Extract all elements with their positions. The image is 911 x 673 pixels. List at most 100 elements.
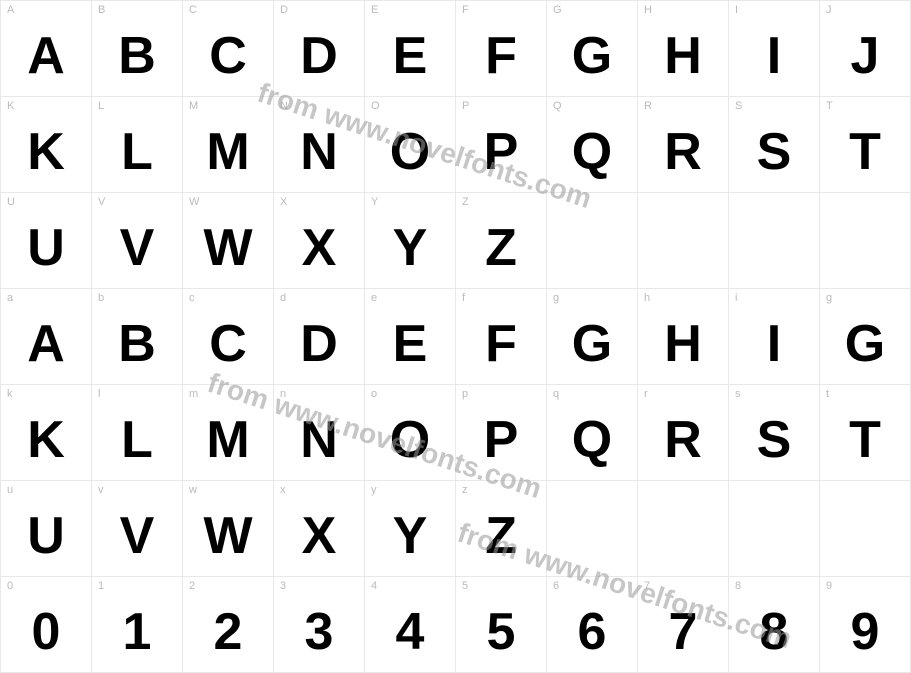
glyph: L [121,126,153,178]
glyph: U [27,510,65,562]
glyph-wrap: Z [456,481,546,576]
charmap-cell: gG [820,289,911,385]
charmap-cell: 33 [274,577,365,673]
glyph: V [120,510,155,562]
glyph-wrap: S [729,97,819,192]
glyph-wrap [729,481,819,576]
charmap-cell: BB [92,1,183,97]
glyph-wrap: P [456,97,546,192]
glyph: I [767,318,781,370]
cell-key-label: Y [371,196,378,208]
glyph: I [767,30,781,82]
charmap-cell: iI [729,289,820,385]
charmap-cell [638,481,729,577]
cell-key-label: X [280,196,287,208]
glyph-wrap: 7 [638,577,728,672]
charmap-cell: xX [274,481,365,577]
glyph-wrap: 0 [1,577,91,672]
glyph: M [206,414,249,466]
character-map-grid: AABBCCDDEEFFGGHHIIJJKKLLMMNNOOPPQQRRSSTT… [0,0,911,673]
cell-key-label: z [462,484,468,496]
glyph-wrap: G [547,289,637,384]
glyph: H [664,30,702,82]
glyph-wrap: L [92,97,182,192]
cell-key-label: c [189,292,195,304]
glyph-wrap [638,193,728,288]
charmap-cell [729,481,820,577]
glyph-wrap: X [274,481,364,576]
glyph-wrap: D [274,289,364,384]
cell-key-label: f [462,292,465,304]
charmap-cell: LL [92,97,183,193]
glyph: Y [393,222,428,274]
charmap-cell: aA [1,289,92,385]
charmap-cell: QQ [547,97,638,193]
glyph: E [393,318,428,370]
charmap-cell: RR [638,97,729,193]
charmap-cell: fF [456,289,547,385]
glyph: T [849,126,881,178]
cell-key-label: i [735,292,737,304]
glyph: O [390,414,430,466]
charmap-cell: 77 [638,577,729,673]
glyph: V [120,222,155,274]
glyph: Q [572,126,612,178]
charmap-cell: DD [274,1,365,97]
charmap-cell: 22 [183,577,274,673]
glyph: X [302,222,337,274]
cell-key-label: s [735,388,741,400]
glyph: E [393,30,428,82]
glyph: 2 [214,606,243,658]
glyph: C [209,30,247,82]
cell-key-label: u [7,484,13,496]
glyph: 4 [396,606,425,658]
charmap-cell: 55 [456,577,547,673]
glyph: G [572,30,612,82]
cell-key-label: Q [553,100,562,112]
cell-key-label: g [826,292,832,304]
cell-key-label: o [371,388,377,400]
charmap-cell: PP [456,97,547,193]
glyph-wrap: J [820,1,910,96]
glyph-wrap: G [820,289,910,384]
glyph: K [27,414,65,466]
glyph: S [757,414,792,466]
charmap-cell: HH [638,1,729,97]
glyph: 9 [851,606,880,658]
glyph-wrap: O [365,385,455,480]
charmap-cell: mM [183,385,274,481]
glyph: A [27,30,65,82]
charmap-cell: 11 [92,577,183,673]
cell-key-label: x [280,484,286,496]
cell-key-label: 3 [280,580,286,592]
cell-key-label: 9 [826,580,832,592]
glyph: J [851,30,880,82]
glyph-wrap: I [729,1,819,96]
charmap-cell: 44 [365,577,456,673]
charmap-cell: qQ [547,385,638,481]
cell-key-label: J [826,4,832,16]
cell-key-label: G [553,4,562,16]
glyph: S [757,126,792,178]
glyph-wrap: 9 [820,577,910,672]
cell-key-label: 6 [553,580,559,592]
glyph: T [849,414,881,466]
charmap-cell: eE [365,289,456,385]
glyph-wrap: X [274,193,364,288]
charmap-cell: cC [183,289,274,385]
charmap-cell: gG [547,289,638,385]
cell-key-label: e [371,292,377,304]
cell-key-label: g [553,292,559,304]
charmap-cell: yY [365,481,456,577]
charmap-cell: WW [183,193,274,289]
glyph: B [118,30,156,82]
glyph-wrap: B [92,289,182,384]
cell-key-label: A [7,4,14,16]
glyph: P [484,414,519,466]
cell-key-label: U [7,196,15,208]
cell-key-label: n [280,388,286,400]
glyph-wrap: Q [547,385,637,480]
charmap-cell: VV [92,193,183,289]
glyph-wrap: Y [365,481,455,576]
glyph-wrap: C [183,289,273,384]
